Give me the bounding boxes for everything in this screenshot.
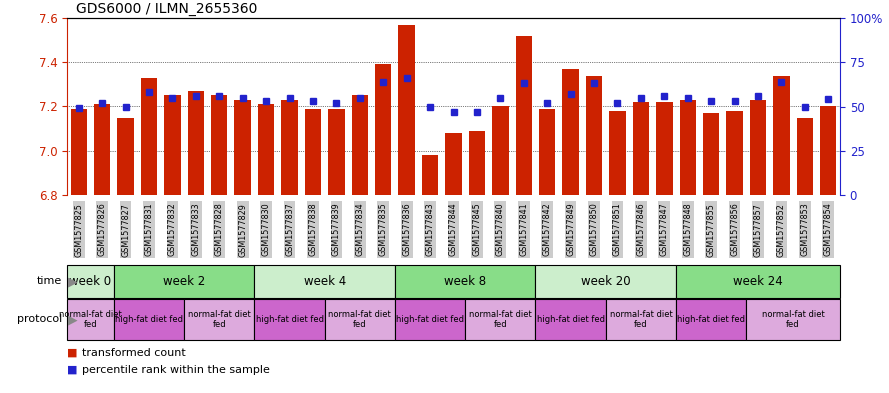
Bar bbox=[746, 299, 840, 340]
Bar bbox=[539, 109, 556, 195]
Text: week 8: week 8 bbox=[444, 275, 486, 288]
Text: week 20: week 20 bbox=[581, 275, 630, 288]
Bar bbox=[445, 133, 461, 195]
Text: ■: ■ bbox=[67, 348, 77, 358]
Text: GDS6000 / ILMN_2655360: GDS6000 / ILMN_2655360 bbox=[76, 2, 257, 16]
Bar bbox=[469, 131, 485, 195]
Text: high-fat diet fed: high-fat diet fed bbox=[537, 315, 605, 324]
Bar bbox=[235, 100, 251, 195]
Bar bbox=[211, 95, 228, 195]
Bar bbox=[398, 25, 415, 195]
Bar bbox=[535, 265, 676, 298]
Bar bbox=[67, 299, 114, 340]
Bar bbox=[395, 265, 535, 298]
Text: normal-fat diet
fed: normal-fat diet fed bbox=[610, 310, 672, 329]
Bar bbox=[605, 299, 676, 340]
Text: week 4: week 4 bbox=[303, 275, 346, 288]
Bar bbox=[117, 118, 133, 195]
Bar bbox=[70, 109, 87, 195]
Bar bbox=[254, 299, 324, 340]
Text: percentile rank within the sample: percentile rank within the sample bbox=[82, 365, 270, 375]
Bar bbox=[305, 109, 321, 195]
Bar bbox=[516, 36, 532, 195]
Text: normal-fat diet
fed: normal-fat diet fed bbox=[762, 310, 824, 329]
Bar bbox=[254, 265, 395, 298]
Bar bbox=[656, 102, 672, 195]
Bar bbox=[395, 299, 465, 340]
Bar bbox=[114, 299, 184, 340]
Bar bbox=[114, 265, 254, 298]
Bar bbox=[797, 118, 813, 195]
Bar bbox=[140, 78, 157, 195]
Bar bbox=[749, 100, 766, 195]
Bar bbox=[493, 107, 509, 195]
Bar bbox=[676, 265, 840, 298]
Text: week 24: week 24 bbox=[733, 275, 783, 288]
Text: normal-fat diet
fed: normal-fat diet fed bbox=[469, 310, 532, 329]
Bar bbox=[679, 100, 696, 195]
Bar bbox=[586, 75, 602, 195]
Text: high-fat diet fed: high-fat diet fed bbox=[396, 315, 464, 324]
Text: week 2: week 2 bbox=[163, 275, 205, 288]
Text: high-fat diet fed: high-fat diet fed bbox=[115, 315, 183, 324]
Text: high-fat diet fed: high-fat diet fed bbox=[255, 315, 324, 324]
Text: normal-fat diet
fed: normal-fat diet fed bbox=[59, 310, 122, 329]
Bar bbox=[820, 107, 837, 195]
Text: high-fat diet fed: high-fat diet fed bbox=[677, 315, 745, 324]
Text: week 0: week 0 bbox=[69, 275, 111, 288]
Text: transformed count: transformed count bbox=[82, 348, 186, 358]
Bar bbox=[676, 299, 746, 340]
Bar bbox=[726, 111, 743, 195]
Bar bbox=[281, 100, 298, 195]
Bar bbox=[375, 64, 391, 195]
Bar bbox=[465, 299, 535, 340]
Text: normal-fat diet
fed: normal-fat diet fed bbox=[328, 310, 391, 329]
Text: protocol: protocol bbox=[17, 314, 62, 325]
Bar bbox=[535, 299, 605, 340]
Bar bbox=[94, 104, 110, 195]
Text: normal-fat diet
fed: normal-fat diet fed bbox=[188, 310, 251, 329]
Bar bbox=[422, 155, 438, 195]
Bar bbox=[633, 102, 649, 195]
Bar bbox=[188, 91, 204, 195]
Text: ▶: ▶ bbox=[64, 275, 77, 288]
Bar bbox=[703, 113, 719, 195]
Bar bbox=[184, 299, 254, 340]
Bar bbox=[164, 95, 180, 195]
Bar bbox=[328, 109, 345, 195]
Bar bbox=[609, 111, 626, 195]
Text: time: time bbox=[36, 277, 62, 286]
Bar bbox=[324, 299, 395, 340]
Bar bbox=[67, 265, 114, 298]
Bar bbox=[773, 75, 789, 195]
Bar bbox=[352, 95, 368, 195]
Text: ▶: ▶ bbox=[64, 313, 77, 326]
Bar bbox=[258, 104, 275, 195]
Text: ■: ■ bbox=[67, 365, 77, 375]
Bar bbox=[563, 69, 579, 195]
